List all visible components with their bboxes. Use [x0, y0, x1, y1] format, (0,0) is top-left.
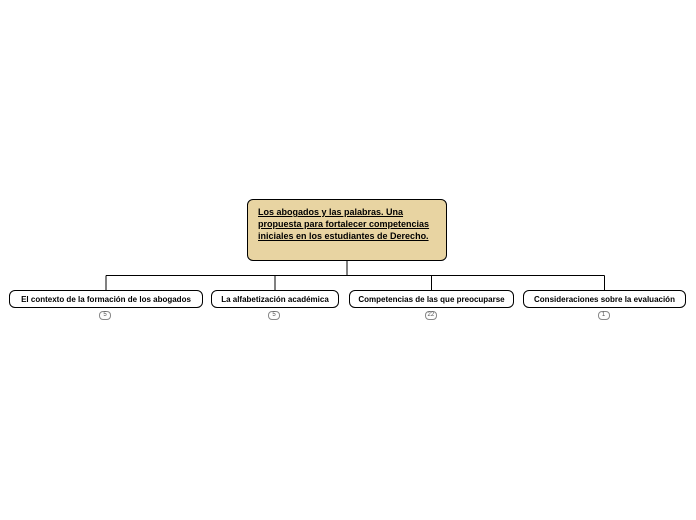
- root-node[interactable]: Los abogados y las palabras. Una propues…: [247, 199, 447, 261]
- child-node-1[interactable]: La alfabetización académica: [211, 290, 339, 308]
- child-node-2[interactable]: Competencias de las que preocuparse: [349, 290, 514, 308]
- diagram-canvas: Los abogados y las palabras. Una propues…: [0, 0, 696, 520]
- child-node-3[interactable]: Consideraciones sobre la evaluación: [523, 290, 686, 308]
- child-badge-3: 1: [598, 311, 610, 320]
- child-badge-2: 22: [425, 311, 438, 320]
- child-node-0[interactable]: El contexto de la formación de los aboga…: [9, 290, 203, 308]
- child-badge-1: 5: [268, 311, 280, 320]
- child-badge-0: 5: [99, 311, 111, 320]
